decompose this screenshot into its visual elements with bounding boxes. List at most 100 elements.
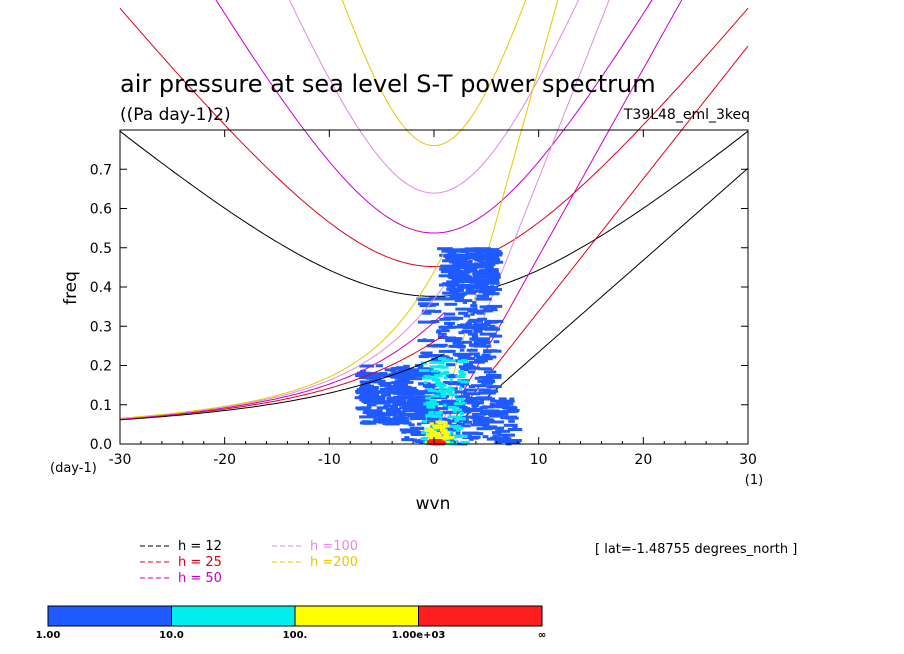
- power-cell: [472, 301, 477, 305]
- power-cell: [470, 312, 475, 316]
- power-cell: [495, 437, 504, 441]
- power-cell: [444, 312, 456, 316]
- power-cell: [459, 386, 463, 390]
- power-cell: [475, 297, 492, 301]
- power-cell: [507, 428, 523, 431]
- power-cell: [451, 415, 463, 419]
- power-cell: [435, 420, 445, 424]
- power-cell: [372, 398, 386, 402]
- power-cell: [504, 415, 517, 419]
- colorbar-bin: [294, 605, 419, 627]
- power-cell: [460, 412, 464, 415]
- power-cell: [426, 405, 436, 409]
- power-cell: [392, 402, 402, 406]
- power-cell: [375, 364, 383, 368]
- power-cell: [420, 351, 433, 355]
- power-cell: [424, 385, 435, 389]
- power-cell: [434, 380, 441, 384]
- power-cell: [484, 257, 498, 261]
- power-cell: [476, 396, 492, 400]
- ig-curve-h25: [119, 7, 749, 268]
- power-cell: [484, 292, 500, 296]
- power-cell: [491, 375, 502, 379]
- power-cell: [454, 299, 473, 303]
- power-cell: [449, 378, 453, 382]
- power-cell: [367, 392, 379, 396]
- power-cell: [399, 406, 409, 410]
- power-cell: [427, 390, 435, 394]
- power-cell: [482, 422, 490, 426]
- power-cell: [434, 411, 443, 415]
- power-cell: [414, 410, 423, 414]
- power-cell: [431, 378, 441, 382]
- power-cell: [489, 404, 505, 408]
- power-cell: [376, 406, 388, 410]
- power-cell: [512, 439, 522, 442]
- power-cell: [464, 284, 480, 288]
- power-cell: [447, 324, 453, 328]
- power-cell: [447, 401, 460, 405]
- power-cell: [430, 369, 440, 373]
- power-cell: [470, 304, 478, 308]
- power-cell: [443, 410, 459, 414]
- power-cell: [477, 317, 488, 321]
- power-cell: [454, 440, 458, 444]
- power-cell: [479, 305, 490, 309]
- power-cell: [443, 431, 450, 435]
- power-cell: [489, 420, 505, 424]
- power-cell: [466, 291, 474, 294]
- colorbar-label: 1.00e+03: [392, 630, 446, 641]
- power-cell: [435, 382, 445, 386]
- power-cell: [500, 440, 514, 443]
- power-cell: [457, 422, 465, 426]
- power-cell: [481, 353, 491, 357]
- power-cell: [457, 378, 461, 382]
- power-cell: [461, 435, 468, 438]
- power-cell: [416, 422, 422, 426]
- power-cell: [473, 344, 492, 348]
- power-cell: [359, 380, 369, 384]
- power-cell: [381, 393, 391, 397]
- power-cell: [447, 375, 457, 379]
- power-cell: [409, 417, 415, 421]
- power-cell: [398, 412, 416, 416]
- power-cell: [447, 405, 457, 409]
- power-cell: [494, 440, 502, 444]
- power-cell: [448, 392, 452, 396]
- power-cell: [456, 428, 460, 432]
- power-cell: [443, 316, 457, 320]
- power-cell: [449, 290, 458, 293]
- power-cell: [481, 355, 497, 359]
- power-cell: [476, 427, 493, 431]
- power-cell: [465, 280, 481, 283]
- power-cell: [423, 381, 428, 385]
- power-cell: [501, 399, 515, 403]
- power-cell: [453, 426, 464, 430]
- power-cell: [448, 272, 464, 276]
- power-cell: [478, 388, 491, 392]
- power-cell: [446, 259, 455, 262]
- power-cell: [382, 422, 392, 425]
- colorbar-bin: [47, 605, 172, 627]
- power-cell: [427, 354, 439, 358]
- y-axis-label: freq: [61, 271, 81, 305]
- power-cell: [468, 360, 485, 364]
- colorbar: 1.00 10.0 100. 1.00e+03 ∞: [36, 605, 546, 641]
- power-cell: [422, 338, 427, 342]
- power-cell: [462, 300, 467, 304]
- power-cell: [414, 364, 424, 368]
- axes: -30 -20 -10 0 10 20 30 0.0 0.1 0.2 0.3 0.4 0.5 0.6 0.7: [90, 130, 757, 468]
- ig-curve-h200: [341, 0, 527, 147]
- power-cell: [473, 323, 491, 327]
- power-cell: [422, 420, 428, 424]
- power-cell: [421, 311, 432, 315]
- power-cell: [463, 269, 470, 272]
- power-cell: [438, 325, 456, 329]
- power-cell: [437, 329, 450, 333]
- power-cell: [472, 286, 487, 290]
- power-cell: [439, 428, 448, 432]
- power-cell: [405, 368, 423, 372]
- power-cell: [429, 365, 441, 369]
- power-cell: [430, 394, 440, 398]
- power-cell: [475, 324, 488, 328]
